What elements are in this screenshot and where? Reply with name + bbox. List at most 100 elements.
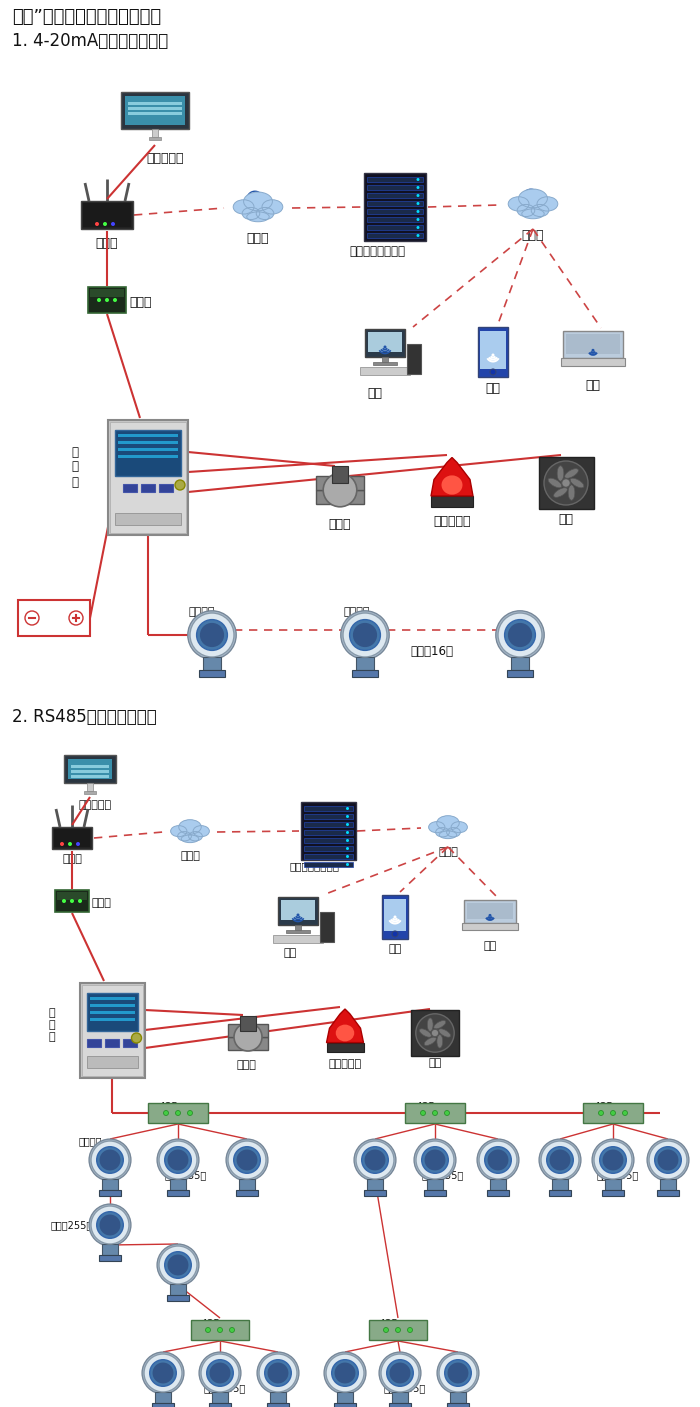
Bar <box>71 770 109 772</box>
Circle shape <box>206 1359 233 1386</box>
Text: 风机: 风机 <box>559 514 573 526</box>
Text: @: @ <box>181 819 196 833</box>
Polygon shape <box>431 457 473 497</box>
Ellipse shape <box>244 191 272 211</box>
Circle shape <box>97 1211 123 1238</box>
Text: 转换器: 转换器 <box>129 297 151 310</box>
Circle shape <box>159 1141 197 1179</box>
Circle shape <box>603 1150 624 1171</box>
Text: @: @ <box>245 190 265 210</box>
Bar <box>228 1037 268 1050</box>
Circle shape <box>479 1141 517 1179</box>
Bar <box>407 343 421 374</box>
Bar <box>450 1392 466 1403</box>
Bar <box>538 457 594 509</box>
Circle shape <box>550 1150 570 1171</box>
Bar <box>411 1010 459 1057</box>
Bar <box>389 1403 412 1407</box>
Circle shape <box>157 1244 199 1286</box>
Bar <box>203 657 220 670</box>
Bar <box>480 331 506 369</box>
Text: 互联网: 互联网 <box>246 232 270 245</box>
Circle shape <box>416 1014 454 1052</box>
Ellipse shape <box>419 1029 431 1037</box>
Circle shape <box>157 1140 199 1180</box>
Bar <box>273 936 323 943</box>
Bar <box>159 484 173 491</box>
Ellipse shape <box>439 1029 451 1037</box>
Circle shape <box>265 1359 291 1386</box>
Circle shape <box>416 218 419 221</box>
Bar <box>320 912 334 943</box>
Bar <box>367 193 423 198</box>
Ellipse shape <box>437 816 459 830</box>
Circle shape <box>416 234 419 236</box>
Bar <box>367 225 423 229</box>
Bar <box>304 815 353 819</box>
Bar <box>110 422 186 532</box>
Bar <box>102 1244 118 1255</box>
Circle shape <box>346 847 349 850</box>
Text: 可连接255台: 可连接255台 <box>384 1383 426 1393</box>
Bar <box>368 332 402 352</box>
Bar <box>87 784 93 791</box>
Circle shape <box>346 832 349 834</box>
Bar <box>281 900 315 920</box>
Circle shape <box>159 1247 197 1285</box>
Circle shape <box>539 1140 581 1180</box>
Bar <box>84 791 96 794</box>
Ellipse shape <box>181 834 199 843</box>
Ellipse shape <box>440 832 456 839</box>
Ellipse shape <box>548 478 562 488</box>
Circle shape <box>505 619 536 650</box>
Text: @: @ <box>438 815 454 830</box>
Text: 485中继器: 485中继器 <box>201 1318 239 1328</box>
Circle shape <box>95 222 99 227</box>
Circle shape <box>487 1150 508 1171</box>
Circle shape <box>386 1359 413 1386</box>
Text: 信号输出: 信号输出 <box>78 1135 102 1145</box>
Circle shape <box>431 1029 439 1037</box>
Ellipse shape <box>193 826 209 837</box>
Bar <box>393 1392 407 1403</box>
Circle shape <box>175 480 185 490</box>
Circle shape <box>78 899 82 903</box>
Bar <box>295 924 301 930</box>
Circle shape <box>25 611 39 625</box>
Bar <box>304 822 353 827</box>
Bar <box>316 476 364 490</box>
Circle shape <box>164 1110 169 1116</box>
Bar <box>511 657 528 670</box>
Bar <box>148 1103 208 1123</box>
Circle shape <box>91 1206 129 1244</box>
Bar <box>71 765 109 767</box>
Text: 互联网: 互联网 <box>180 851 200 861</box>
Circle shape <box>89 1204 131 1247</box>
Bar <box>304 830 353 834</box>
Circle shape <box>297 913 300 916</box>
Bar <box>123 484 137 491</box>
Circle shape <box>600 1147 626 1173</box>
Bar <box>90 288 124 297</box>
Bar <box>108 419 188 535</box>
Bar <box>405 1103 465 1123</box>
Text: 安帕尔网络服务器: 安帕尔网络服务器 <box>349 245 405 257</box>
Bar <box>102 1179 118 1190</box>
Text: 电磁阀: 电磁阀 <box>329 518 351 530</box>
Bar <box>431 497 473 507</box>
Text: 电磁阀: 电磁阀 <box>236 1059 256 1069</box>
Bar <box>55 891 89 912</box>
Text: 可连接16个: 可连接16个 <box>410 644 454 658</box>
Bar <box>118 447 178 450</box>
Text: 电脑: 电脑 <box>284 948 297 958</box>
Circle shape <box>421 1147 448 1173</box>
Circle shape <box>349 619 380 650</box>
Circle shape <box>103 222 107 227</box>
Circle shape <box>416 210 419 212</box>
Bar <box>566 333 620 355</box>
Circle shape <box>346 855 349 858</box>
Circle shape <box>97 298 101 303</box>
Text: 单机版电脑: 单机版电脑 <box>146 152 183 165</box>
Circle shape <box>622 1110 627 1116</box>
Circle shape <box>424 1150 445 1171</box>
